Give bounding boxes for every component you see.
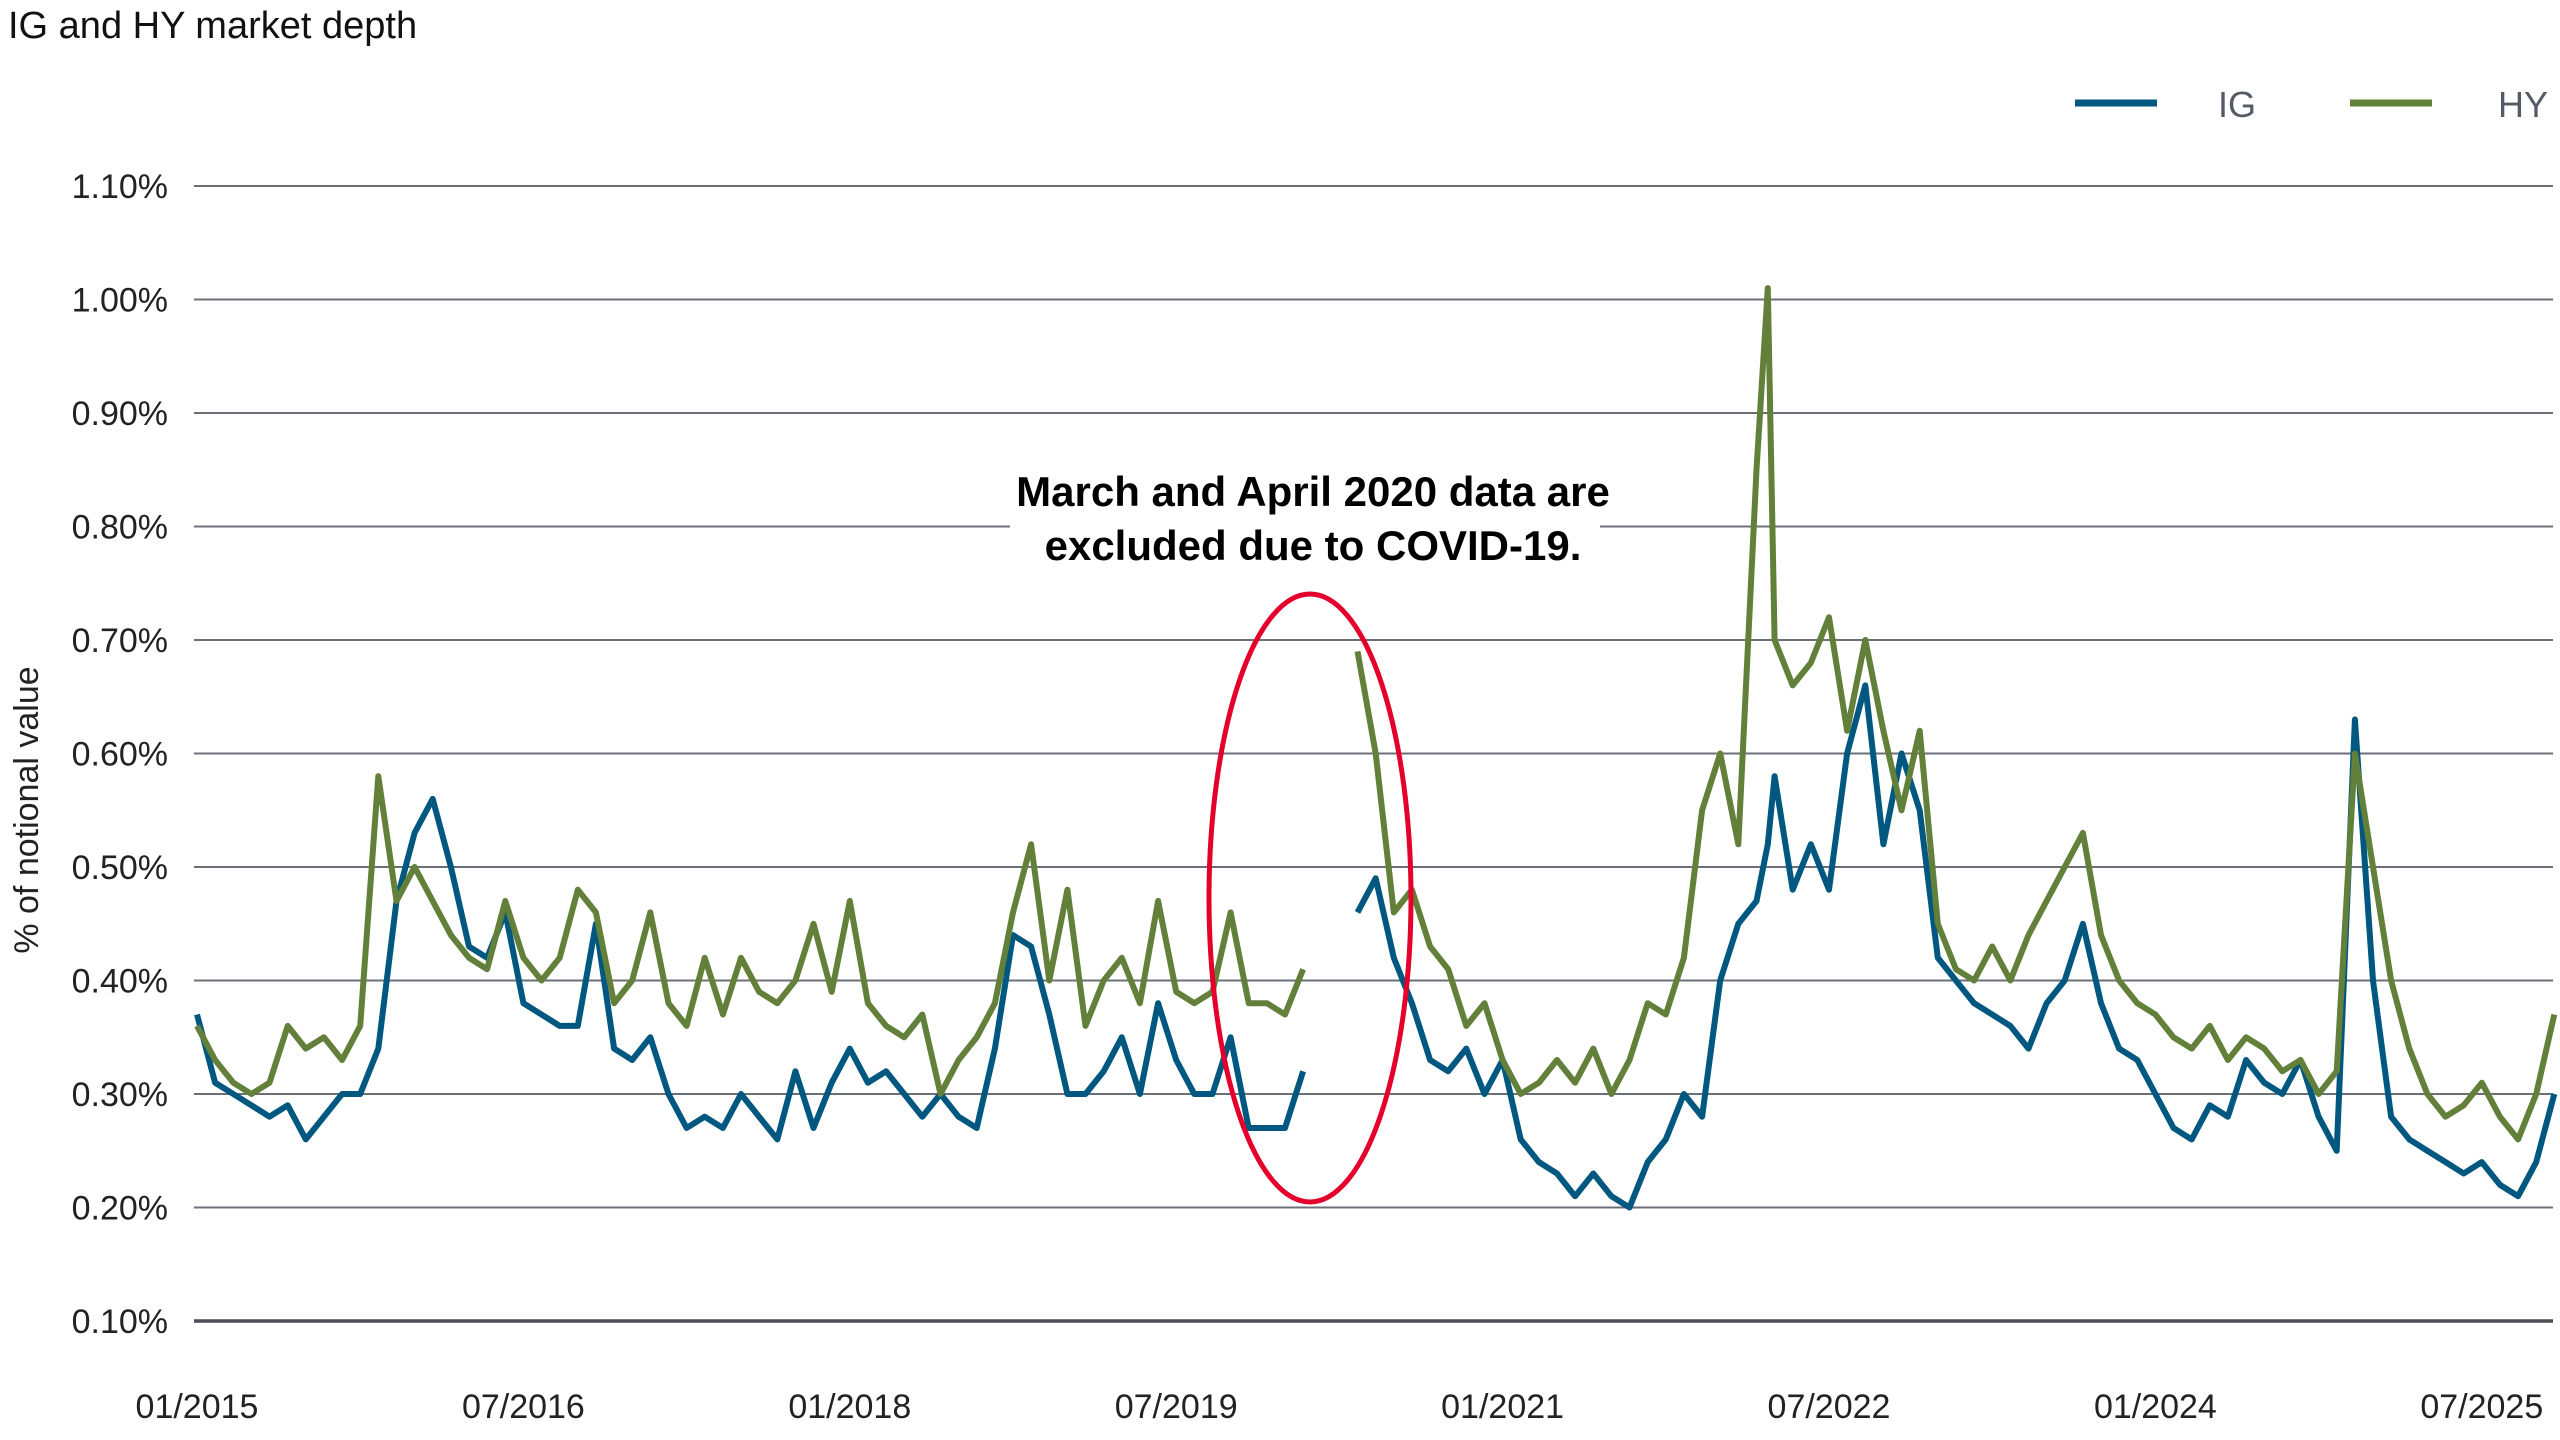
- y-tick-label: 0.80%: [72, 509, 168, 547]
- x-tick-label: 07/2025: [2420, 1388, 2543, 1426]
- y-tick-label: 0.20%: [72, 1190, 168, 1228]
- series-line-ig: [1354, 682, 2558, 1211]
- annotation-line-2: excluded due to COVID-19.: [1045, 522, 1582, 569]
- covid-annotation: March and April 2020 data are excluded d…: [1010, 455, 1610, 1205]
- series-line-hy: [1354, 285, 2558, 1143]
- series-line-ig: [194, 795, 1306, 1143]
- y-tick-label: 0.40%: [72, 963, 168, 1001]
- x-tick-label: 07/2016: [462, 1388, 585, 1426]
- legend-label-ig: IG: [2218, 84, 2256, 125]
- y-tick-label: 0.50%: [72, 849, 168, 887]
- y-tick-label: 0.70%: [72, 622, 168, 660]
- x-tick-label: 07/2019: [1115, 1388, 1238, 1426]
- x-tick-label: 01/2024: [2094, 1388, 2217, 1426]
- y-tick-label: 0.90%: [72, 395, 168, 433]
- x-tick-label: 07/2022: [1768, 1388, 1891, 1426]
- y-tick-labels: 0.10% 0.20% 0.30% 0.40% 0.50% 0.60% 0.70% 0.80%…: [72, 168, 168, 1341]
- y-tick-label: 0.10%: [72, 1303, 168, 1341]
- series-line-hy: [194, 773, 1306, 1097]
- x-tick-label: 01/2021: [1441, 1388, 1564, 1426]
- y-tick-label: 0.30%: [72, 1076, 168, 1114]
- annotation-background: [1010, 455, 1600, 570]
- x-tick-label: 01/2015: [136, 1388, 259, 1426]
- legend: IG HY: [2075, 84, 2548, 125]
- series-lines: [194, 285, 2558, 1211]
- x-tick-label: 01/2018: [788, 1388, 911, 1426]
- chart-title: IG and HY market depth: [8, 5, 417, 47]
- covid-gap-ellipse: [1206, 591, 1414, 1205]
- x-tick-labels: 01/2015 07/2016 01/2018 07/2019 01/2021 07/20…: [136, 1388, 2544, 1426]
- y-tick-label: 1.10%: [72, 168, 168, 206]
- annotation-line-1: March and April 2020 data are: [1016, 468, 1610, 515]
- y-tick-label: 0.60%: [72, 736, 168, 774]
- y-tick-label: 1.00%: [72, 282, 168, 320]
- legend-label-hy: HY: [2498, 84, 2548, 125]
- y-axis-label: % of notional value: [8, 666, 46, 953]
